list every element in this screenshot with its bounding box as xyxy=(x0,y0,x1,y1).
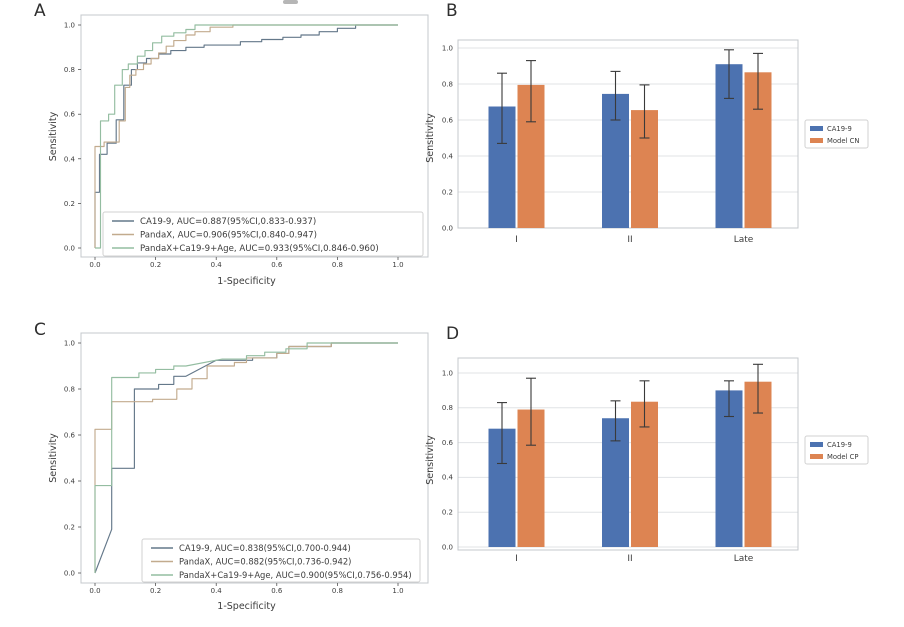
y-tick-label: 1.0 xyxy=(442,369,453,377)
legend-entry-label: CA19-9, AUC=0.887(95%CI,0.833-0.937) xyxy=(140,217,316,227)
roc-series-2 xyxy=(94,342,398,573)
x-tick-label: 0.2 xyxy=(150,587,161,595)
legend-swatch xyxy=(810,138,823,143)
roc-series-1 xyxy=(94,24,398,248)
y-tick-label: 0.6 xyxy=(64,432,76,440)
panel-label-c: C xyxy=(34,320,46,340)
x-tick-label: 0.8 xyxy=(332,587,343,595)
y-tick-label: 0.2 xyxy=(64,200,75,208)
category-label: Late xyxy=(734,235,754,245)
y-tick-label: 0.2 xyxy=(442,509,453,517)
x-tick-label: 0.0 xyxy=(89,587,100,595)
y-axis-label: Sensitivity xyxy=(425,435,436,485)
roc-series-1 xyxy=(94,342,398,573)
x-tick-label: 1.0 xyxy=(392,587,403,595)
y-tick-label: 0.0 xyxy=(442,543,453,551)
x-tick-label: 0.6 xyxy=(271,261,283,269)
legend-entry-label: Model CN xyxy=(827,137,859,145)
cropped-text-artifact xyxy=(283,0,298,4)
y-axis-label: Sensitivity xyxy=(425,113,436,163)
legend-entry-label: CA19-9, AUC=0.838(95%CI,0.700-0.944) xyxy=(179,543,351,553)
y-tick-label: 0.6 xyxy=(442,116,454,124)
y-tick-label: 0.8 xyxy=(442,404,453,412)
y-tick-label: 0.2 xyxy=(64,524,75,532)
roc-chart-c: 0.0 0.2 0.4 0.6 0.8 1.0 0.0 0.2 0.4 0.6 0.8 1.0 1-Sp… xyxy=(48,332,429,612)
y-axis-label: Sensitivity xyxy=(48,433,59,483)
legend-box xyxy=(141,538,421,583)
x-tick-label: 0.8 xyxy=(332,261,343,269)
roc-series-0 xyxy=(94,24,398,248)
legend-entry-label: Model CP xyxy=(827,453,858,461)
roc-chart-a: 0.0 0.2 0.4 0.6 0.8 1.0 0.0 0.2 0.4 0.6 0.8 1.0 1-Sp… xyxy=(48,14,429,287)
y-tick-label: 0.0 xyxy=(64,570,75,578)
legend-entry-label: PandaX, AUC=0.906(95%CI,0.840-0.947) xyxy=(140,231,317,241)
legend-entry-label: PandaX, AUC=0.882(95%CI,0.736-0.942) xyxy=(179,557,351,567)
x-tick-label: 0.4 xyxy=(211,261,223,269)
y-tick-label: 0.4 xyxy=(442,474,454,482)
y-tick-label: 1.0 xyxy=(64,22,75,30)
y-tick-label: 0.0 xyxy=(442,224,453,232)
legend-box xyxy=(102,211,424,257)
y-tick-label: 0.8 xyxy=(64,66,75,74)
category-label: Late xyxy=(734,554,754,564)
x-axis-label: 1-Specificity xyxy=(217,601,276,612)
panel-label-a: A xyxy=(34,1,46,21)
x-tick-label: 0.4 xyxy=(211,587,223,595)
y-tick-label: 0.2 xyxy=(442,188,453,196)
y-tick-label: 0.4 xyxy=(64,155,76,163)
legend-swatch xyxy=(810,442,823,447)
y-tick-label: 0.6 xyxy=(64,111,76,119)
y-axis-label: Sensitivity xyxy=(48,111,59,161)
category-label: II xyxy=(627,554,632,564)
x-axis-label: 1-Specificity xyxy=(217,276,276,287)
category-label: II xyxy=(627,235,632,245)
legend-entry-label: PandaX+Ca19-9+Age, AUC=0.933(95%CI,0.846… xyxy=(140,244,379,254)
y-tick-label: 0.8 xyxy=(442,80,453,88)
category-label: I xyxy=(515,554,518,564)
legend-entry-label: PandaX+Ca19-9+Age, AUC=0.900(95%CI,0.756… xyxy=(179,570,412,580)
y-tick-label: 0.4 xyxy=(64,478,76,486)
y-tick-label: 1.0 xyxy=(442,44,453,52)
plot-area xyxy=(457,357,799,551)
roc-series-2 xyxy=(95,24,398,249)
y-tick-label: 1.0 xyxy=(64,340,75,348)
category-label: I xyxy=(515,235,518,245)
legend-entry-label: CA19-9 xyxy=(827,125,852,133)
legend-swatch xyxy=(810,454,823,459)
legend-swatch xyxy=(810,126,823,131)
panel-label-d: D xyxy=(446,324,460,344)
x-tick-label: 1.0 xyxy=(392,261,403,269)
legend-entry-label: CA19-9 xyxy=(827,441,852,449)
y-tick-label: 0.8 xyxy=(64,386,75,394)
y-tick-label: 0.4 xyxy=(442,152,454,160)
panel-label-b: B xyxy=(446,1,458,21)
x-tick-label: 0.0 xyxy=(89,261,100,269)
x-tick-label: 0.2 xyxy=(150,261,161,269)
x-tick-label: 0.6 xyxy=(271,587,283,595)
y-tick-label: 0.6 xyxy=(442,439,454,447)
y-tick-label: 0.0 xyxy=(64,245,75,253)
